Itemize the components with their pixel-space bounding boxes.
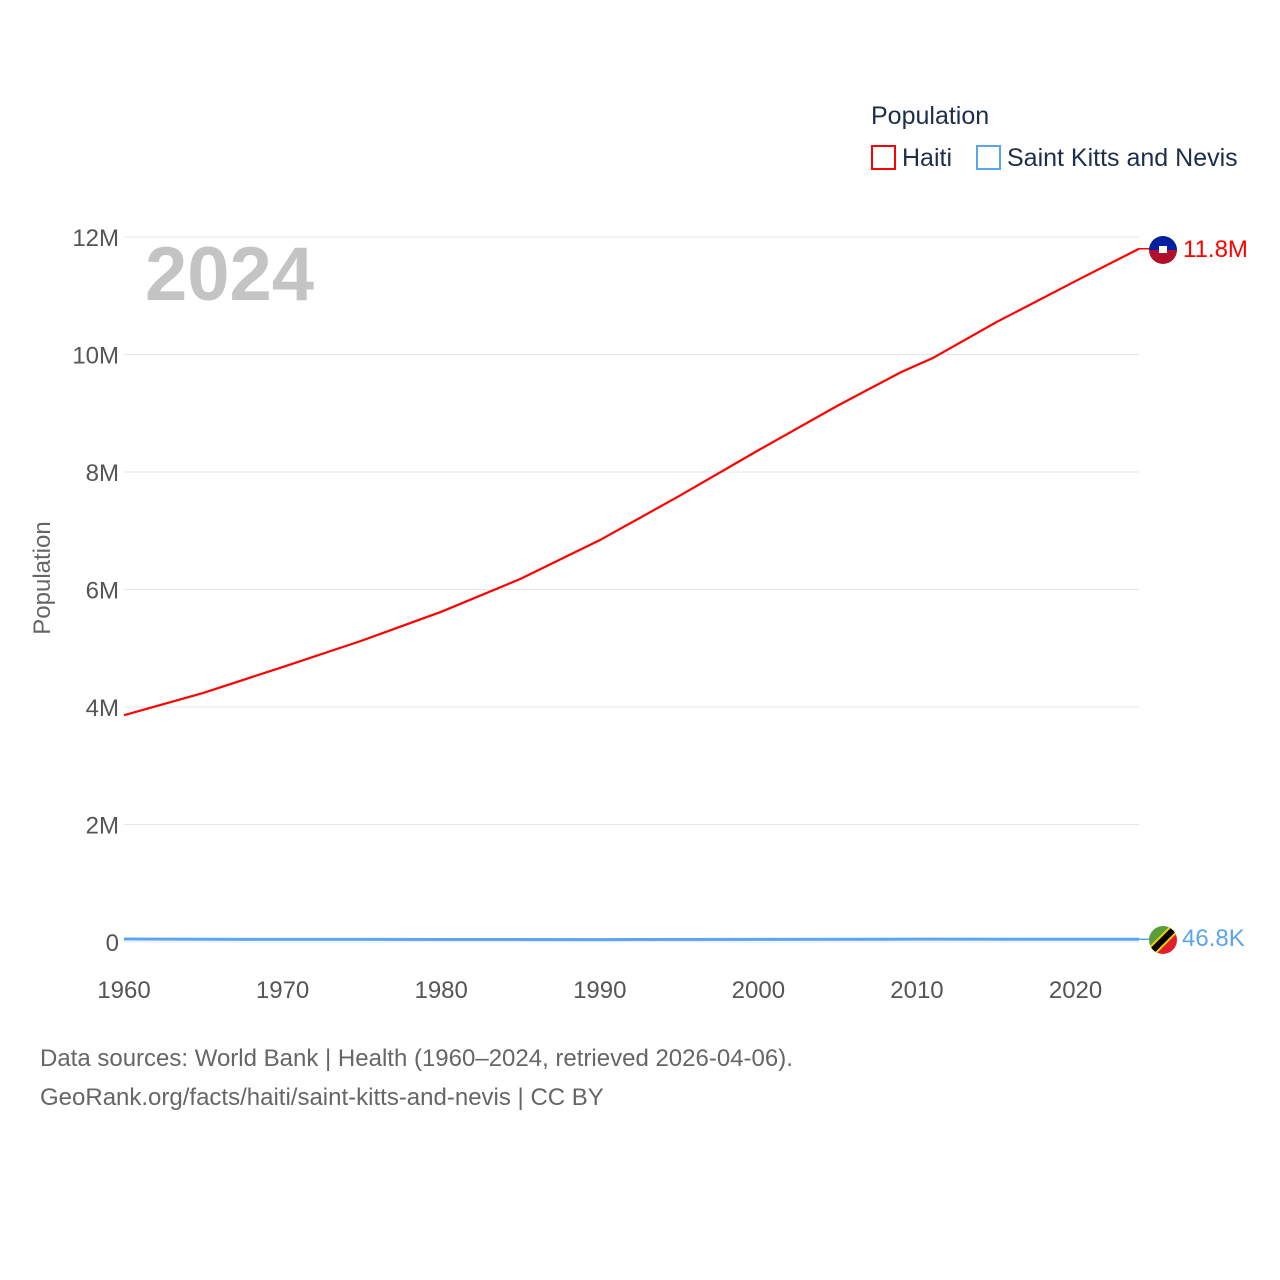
legend-label-haiti: Haiti <box>902 144 952 172</box>
legend-title: Population <box>871 102 989 130</box>
end-label-saint-kitts-and-nevis: 46.8K <box>1182 925 1245 952</box>
y-tick-label: 12M <box>72 225 119 252</box>
legend-item-haiti[interactable]: Haiti <box>871 144 952 172</box>
legend-label-saint-kitts-and-nevis: Saint Kitts and Nevis <box>1007 144 1238 172</box>
series-line-saint-kitts-and-nevis[interactable] <box>123 937 1140 942</box>
y-tick-label: 4M <box>86 695 119 722</box>
y-tick-label: 10M <box>72 343 119 370</box>
legend-swatch-haiti <box>871 145 896 170</box>
haiti-flag-icon <box>1149 236 1177 264</box>
series-line-haiti[interactable] <box>123 247 1140 717</box>
x-tick-label: 1980 <box>414 977 467 1004</box>
end-label-haiti: 11.8M <box>1183 236 1248 263</box>
legend-swatch-saint-kitts-and-nevis <box>976 145 1001 170</box>
year-watermark: 2024 <box>145 232 314 317</box>
y-tick-label: 0 <box>106 930 119 957</box>
x-tick-label: 2000 <box>732 977 785 1004</box>
y-tick-label: 8M <box>86 460 119 487</box>
source-note: Data sources: World Bank | Health (1960–… <box>40 1045 793 1072</box>
saint-kitts-and-nevis-flag-icon <box>1149 926 1177 954</box>
y-axis-label: Population <box>29 521 56 634</box>
y-tick-label: 6M <box>86 578 119 605</box>
x-tick-label: 1970 <box>256 977 309 1004</box>
y-tick-label: 2M <box>86 813 119 840</box>
x-tick-label: 2010 <box>890 977 943 1004</box>
legend-item-saint-kitts-and-nevis[interactable]: Saint Kitts and Nevis <box>976 144 1238 172</box>
source-link[interactable]: GeoRank.org/facts/haiti/saint-kitts-and-… <box>40 1084 604 1111</box>
x-tick-label: 2020 <box>1049 977 1102 1004</box>
x-tick-label: 1990 <box>573 977 626 1004</box>
x-tick-label: 1960 <box>97 977 150 1004</box>
